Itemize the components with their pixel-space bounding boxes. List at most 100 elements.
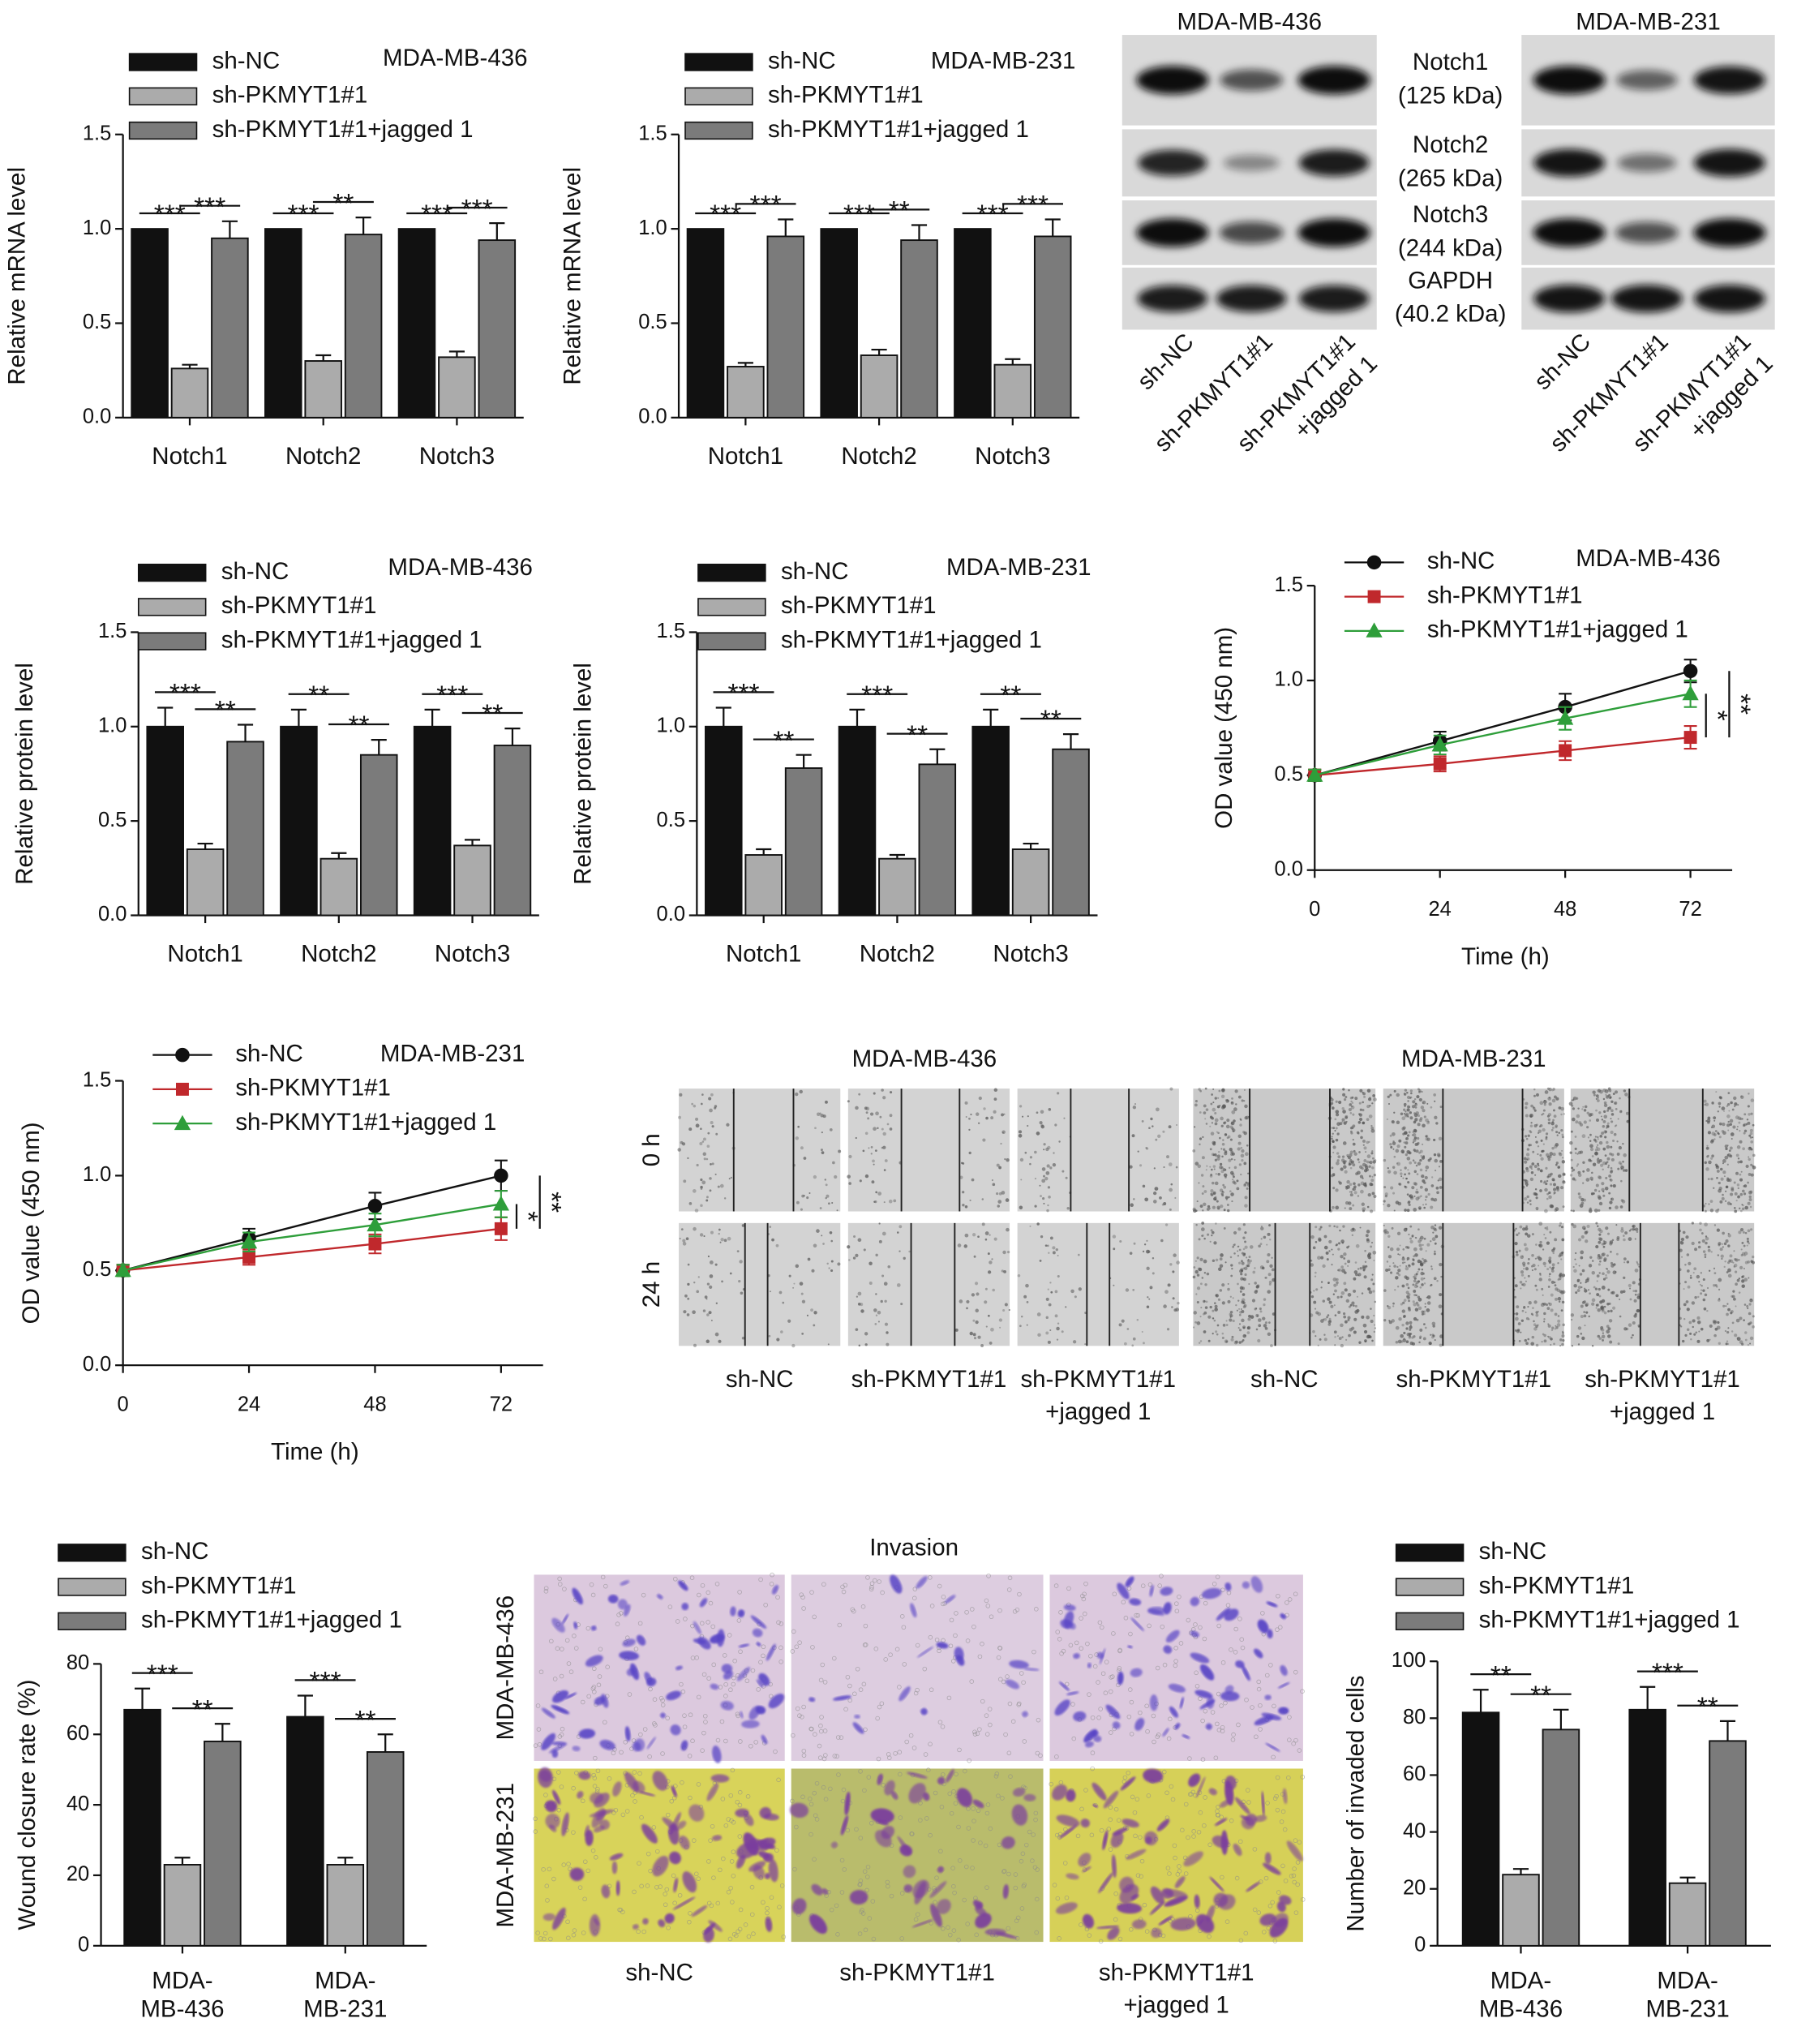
cell-texture [1220, 1166, 1224, 1170]
cell-texture [1218, 1089, 1221, 1093]
pore [770, 1572, 774, 1578]
cell-texture [1546, 1227, 1549, 1230]
cell-texture [792, 1286, 795, 1289]
cell-texture [1603, 1101, 1607, 1105]
cell-texture [1393, 1170, 1397, 1175]
cell-texture [1406, 1095, 1411, 1100]
cell-texture [1389, 1143, 1392, 1146]
cell-texture [1192, 1275, 1196, 1279]
invaded-cell [1164, 1889, 1188, 1899]
error-bar [197, 842, 213, 850]
pore [637, 1861, 641, 1866]
pore [776, 1777, 781, 1783]
invaded-cell [632, 1741, 641, 1752]
cell-texture [1368, 1290, 1373, 1295]
cell-texture [1595, 1119, 1599, 1123]
cell-texture [826, 1262, 829, 1265]
cell-texture [687, 1157, 689, 1160]
cell-texture [1717, 1110, 1720, 1113]
cell-texture [980, 1344, 984, 1347]
cell-texture [1434, 1100, 1436, 1102]
cell-texture [1741, 1204, 1743, 1206]
cell-texture [1050, 1290, 1053, 1294]
pore [589, 1582, 594, 1587]
pore [1284, 1600, 1289, 1605]
pore [1155, 1665, 1160, 1671]
pore [544, 1883, 550, 1889]
cell-texture [1228, 1158, 1232, 1162]
cell-texture [1046, 1244, 1049, 1247]
cell-texture [1238, 1329, 1242, 1332]
cell-texture [1204, 1087, 1207, 1090]
invaded-cell [541, 1707, 555, 1719]
cell-texture [800, 1146, 804, 1150]
cell-texture [1684, 1281, 1688, 1284]
pore [590, 1686, 596, 1691]
pore [552, 1677, 558, 1681]
invaded-cell [1216, 1608, 1231, 1621]
cell-texture [1414, 1283, 1417, 1286]
cell-texture [1205, 1169, 1207, 1171]
invaded-cell [1220, 1691, 1240, 1702]
cell-texture [1610, 1130, 1614, 1135]
pore [902, 1662, 907, 1667]
invaded-cell [706, 1783, 719, 1801]
cell-texture [848, 1154, 852, 1158]
cell-texture [1530, 1171, 1534, 1174]
cell-texture [1425, 1170, 1427, 1172]
cell-texture [1206, 1165, 1208, 1167]
cell-texture [864, 1343, 868, 1346]
x-tick-label: MDA-MB-231 [1645, 1966, 1730, 2022]
cell-texture [1434, 1224, 1437, 1226]
cell-texture [1403, 1112, 1406, 1115]
cell-texture [1349, 1103, 1352, 1107]
cell-texture [1354, 1097, 1358, 1101]
invaded-cell [1220, 1830, 1229, 1856]
cell-texture [1019, 1205, 1023, 1210]
invaded-cell [1250, 1576, 1263, 1593]
cell-texture [1539, 1240, 1542, 1244]
invaded-cell [1052, 1784, 1068, 1801]
legend-label: sh-PKMYT1#1 [235, 1075, 391, 1101]
cell-texture [1203, 1272, 1207, 1274]
cell-texture [1244, 1152, 1249, 1157]
pore [1215, 1574, 1220, 1579]
invaded-cell [735, 1808, 749, 1818]
pore [720, 1797, 726, 1801]
cell-texture [1219, 1162, 1223, 1166]
cell-texture [1430, 1225, 1435, 1230]
cell-texture [1422, 1272, 1426, 1275]
cell-texture [1743, 1113, 1747, 1116]
cell-texture [1579, 1123, 1584, 1127]
cell-texture [977, 1335, 981, 1339]
cell-texture [1203, 1237, 1206, 1240]
cell-texture [813, 1311, 817, 1315]
cell-texture [1561, 1252, 1563, 1255]
cell-texture [1211, 1193, 1214, 1196]
cell-texture [1240, 1173, 1242, 1176]
bar [170, 367, 209, 419]
cell-texture [1547, 1173, 1552, 1178]
cell-texture [822, 1114, 826, 1119]
pore [845, 1674, 851, 1680]
cell-texture [992, 1288, 995, 1292]
cell-texture [1342, 1225, 1345, 1228]
cell-texture [1614, 1090, 1619, 1094]
cell-texture [1214, 1304, 1218, 1308]
cell-texture [1697, 1245, 1701, 1249]
cell-texture [1223, 1226, 1226, 1230]
cell-texture [898, 1250, 901, 1252]
cell-texture [1740, 1253, 1743, 1257]
cell-texture [1738, 1121, 1741, 1124]
pore [564, 1638, 570, 1643]
cell-texture [1421, 1269, 1424, 1271]
pore [790, 1798, 795, 1804]
invaded-cell [710, 1634, 725, 1644]
cell-texture [1226, 1136, 1229, 1140]
cell-texture [1722, 1122, 1726, 1127]
cell-texture [1629, 1287, 1632, 1290]
cell-texture [1169, 1187, 1173, 1192]
cell-texture [1598, 1272, 1601, 1274]
cell-texture [1722, 1162, 1724, 1165]
pore [1019, 1906, 1025, 1911]
